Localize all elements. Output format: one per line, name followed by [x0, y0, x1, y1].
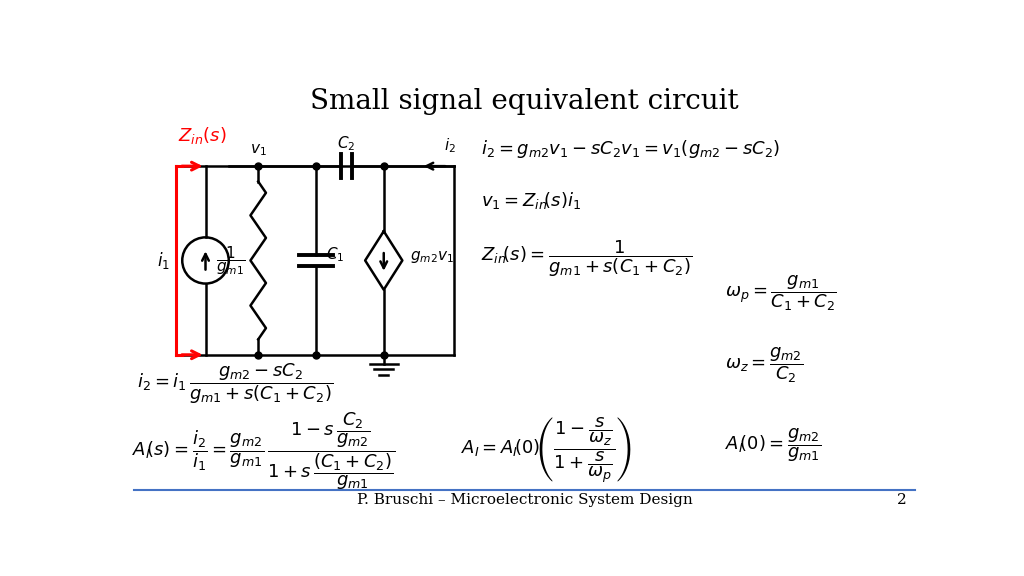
Text: $A_I\!\left(s\right) = \dfrac{i_2}{i_1} = \dfrac{g_{m2}}{g_{m1}}\,\dfrac{1 - s\,: $A_I\!\left(s\right) = \dfrac{i_2}{i_1} … — [132, 410, 395, 492]
Text: $\omega_z = \dfrac{g_{m2}}{C_2}$: $\omega_z = \dfrac{g_{m2}}{C_2}$ — [725, 345, 803, 385]
Text: $i_2 = g_{m2}v_1 - sC_2v_1 = v_1\left(g_{m2} - sC_2\right)$: $i_2 = g_{m2}v_1 - sC_2v_1 = v_1\left(g_… — [480, 138, 780, 160]
Text: $v_1 = Z_{in}\!\left(s\right)i_1$: $v_1 = Z_{in}\!\left(s\right)i_1$ — [480, 190, 581, 211]
Text: $\dfrac{1}{g_{m1}}$: $\dfrac{1}{g_{m1}}$ — [216, 244, 246, 277]
Text: $i_2 = i_1\,\dfrac{g_{m2} - sC_2}{g_{m1} + s\left(C_1 + C_2\right)}$: $i_2 = i_1\,\dfrac{g_{m2} - sC_2}{g_{m1}… — [137, 361, 334, 406]
Text: $Z_{in}(s)$: $Z_{in}(s)$ — [178, 125, 227, 146]
Text: 2: 2 — [897, 492, 907, 506]
Text: $v_1$: $v_1$ — [250, 143, 266, 158]
Text: $i_1$: $i_1$ — [157, 250, 170, 271]
Text: $C_2$: $C_2$ — [337, 134, 355, 153]
Text: $Z_{in}\!\left(s\right) = \dfrac{1}{g_{m1} + s\left(C_1 + C_2\right)}$: $Z_{in}\!\left(s\right) = \dfrac{1}{g_{m… — [480, 238, 692, 279]
Text: $A_I\!\left(0\right) = \dfrac{g_{m2}}{g_{m1}}$: $A_I\!\left(0\right) = \dfrac{g_{m2}}{g_… — [725, 426, 821, 464]
Text: $C_1$: $C_1$ — [327, 245, 345, 264]
Text: $i_2$: $i_2$ — [443, 137, 456, 156]
Text: P. Bruschi – Microelectronic System Design: P. Bruschi – Microelectronic System Desi… — [357, 492, 692, 506]
Text: $\omega_p = \dfrac{g_{m1}}{C_1 + C_2}$: $\omega_p = \dfrac{g_{m1}}{C_1 + C_2}$ — [725, 274, 837, 313]
Text: $A_I = A_I\!\left(0\right)\!\left(\dfrac{1 - \dfrac{s}{\omega_z}}{1 + \dfrac{s}{: $A_I = A_I\!\left(0\right)\!\left(\dfrac… — [461, 416, 632, 486]
Text: Small signal equivalent circuit: Small signal equivalent circuit — [310, 88, 739, 115]
Text: $g_{m2}v_1$: $g_{m2}v_1$ — [410, 249, 455, 264]
